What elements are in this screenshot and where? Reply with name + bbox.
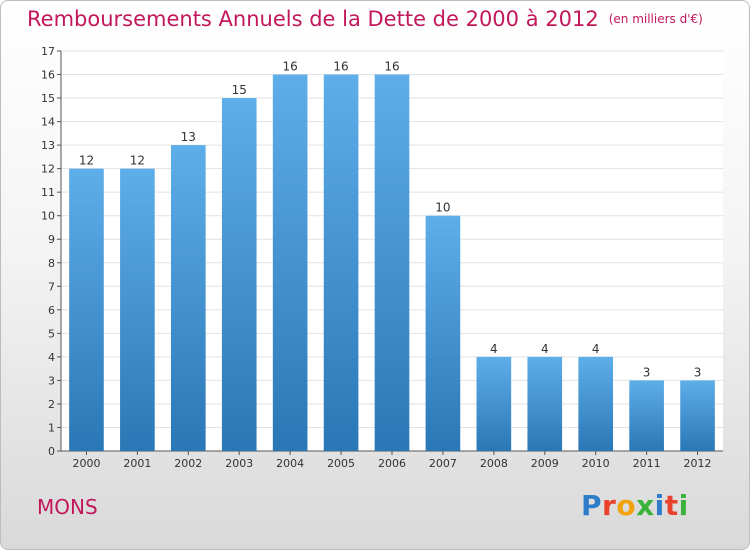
bar <box>221 98 257 451</box>
proxiti-logo: Proxiti <box>581 489 689 522</box>
y-tick-label: 15 <box>41 92 55 105</box>
bar <box>170 145 206 451</box>
x-tick-label: 2004 <box>276 457 304 470</box>
data-label: 3 <box>694 365 702 379</box>
data-label: 12 <box>79 154 94 168</box>
x-tick-label: 2003 <box>225 457 253 470</box>
chart-title-text: Remboursements Annuels de la Dette de 20… <box>27 7 599 31</box>
y-tick-label: 9 <box>48 233 55 246</box>
bar <box>527 356 563 451</box>
bar <box>476 356 512 451</box>
bar <box>69 168 104 451</box>
x-tick-label: 2002 <box>174 457 202 470</box>
x-tick-label: 2007 <box>429 457 457 470</box>
y-tick-label: 13 <box>41 139 55 152</box>
bar <box>629 380 664 451</box>
data-label: 15 <box>232 83 247 97</box>
x-tick-label: 2001 <box>123 457 151 470</box>
logo-letter: t <box>664 489 679 522</box>
x-tick-label: 2010 <box>582 457 610 470</box>
logo-letter: i <box>678 489 689 522</box>
data-label: 10 <box>435 201 450 215</box>
bar <box>272 74 308 451</box>
logo-letter: x <box>636 489 655 522</box>
data-label: 12 <box>130 154 145 168</box>
data-label: 4 <box>541 342 549 356</box>
x-tick-label: 2009 <box>531 457 559 470</box>
y-tick-label: 17 <box>41 45 55 58</box>
logo-letter: r <box>602 489 617 522</box>
y-tick-label: 5 <box>48 327 55 340</box>
data-label: 16 <box>384 60 399 74</box>
logo-letter: P <box>581 489 603 522</box>
y-tick-label: 16 <box>41 69 55 82</box>
data-label: 3 <box>643 365 651 379</box>
y-tick-label: 8 <box>48 257 55 270</box>
y-tick-label: 6 <box>48 304 55 317</box>
y-tick-label: 3 <box>48 374 55 387</box>
commune-name: MONS <box>37 495 98 519</box>
bar <box>323 74 359 451</box>
y-tick-label: 11 <box>41 186 55 199</box>
chart-title: Remboursements Annuels de la Dette de 20… <box>27 7 703 31</box>
x-tick-label: 2011 <box>633 457 661 470</box>
chart-unit: (en milliers d'€) <box>608 12 703 26</box>
bar <box>578 356 614 451</box>
bar <box>425 215 461 451</box>
y-tick-label: 12 <box>41 163 55 176</box>
x-tick-label: 2005 <box>327 457 355 470</box>
x-tick-label: 2006 <box>378 457 406 470</box>
data-label: 4 <box>490 342 498 356</box>
y-tick-label: 2 <box>48 398 55 411</box>
bar <box>374 74 410 451</box>
data-label: 4 <box>592 342 600 356</box>
x-tick-label: 2008 <box>480 457 508 470</box>
x-tick-label: 2000 <box>72 457 100 470</box>
y-tick-label: 4 <box>48 351 55 364</box>
y-tick-label: 10 <box>41 210 55 223</box>
x-tick-label: 2012 <box>684 457 712 470</box>
logo-letter: i <box>654 489 665 522</box>
bar <box>680 380 715 451</box>
data-label: 16 <box>283 60 298 74</box>
data-label: 13 <box>181 130 196 144</box>
y-tick-label: 0 <box>48 445 55 458</box>
logo-letter: o <box>616 489 637 522</box>
y-tick-label: 7 <box>48 280 55 293</box>
y-tick-label: 14 <box>41 116 55 129</box>
bar <box>120 168 155 451</box>
data-label: 16 <box>333 60 348 74</box>
y-tick-label: 1 <box>48 421 55 434</box>
